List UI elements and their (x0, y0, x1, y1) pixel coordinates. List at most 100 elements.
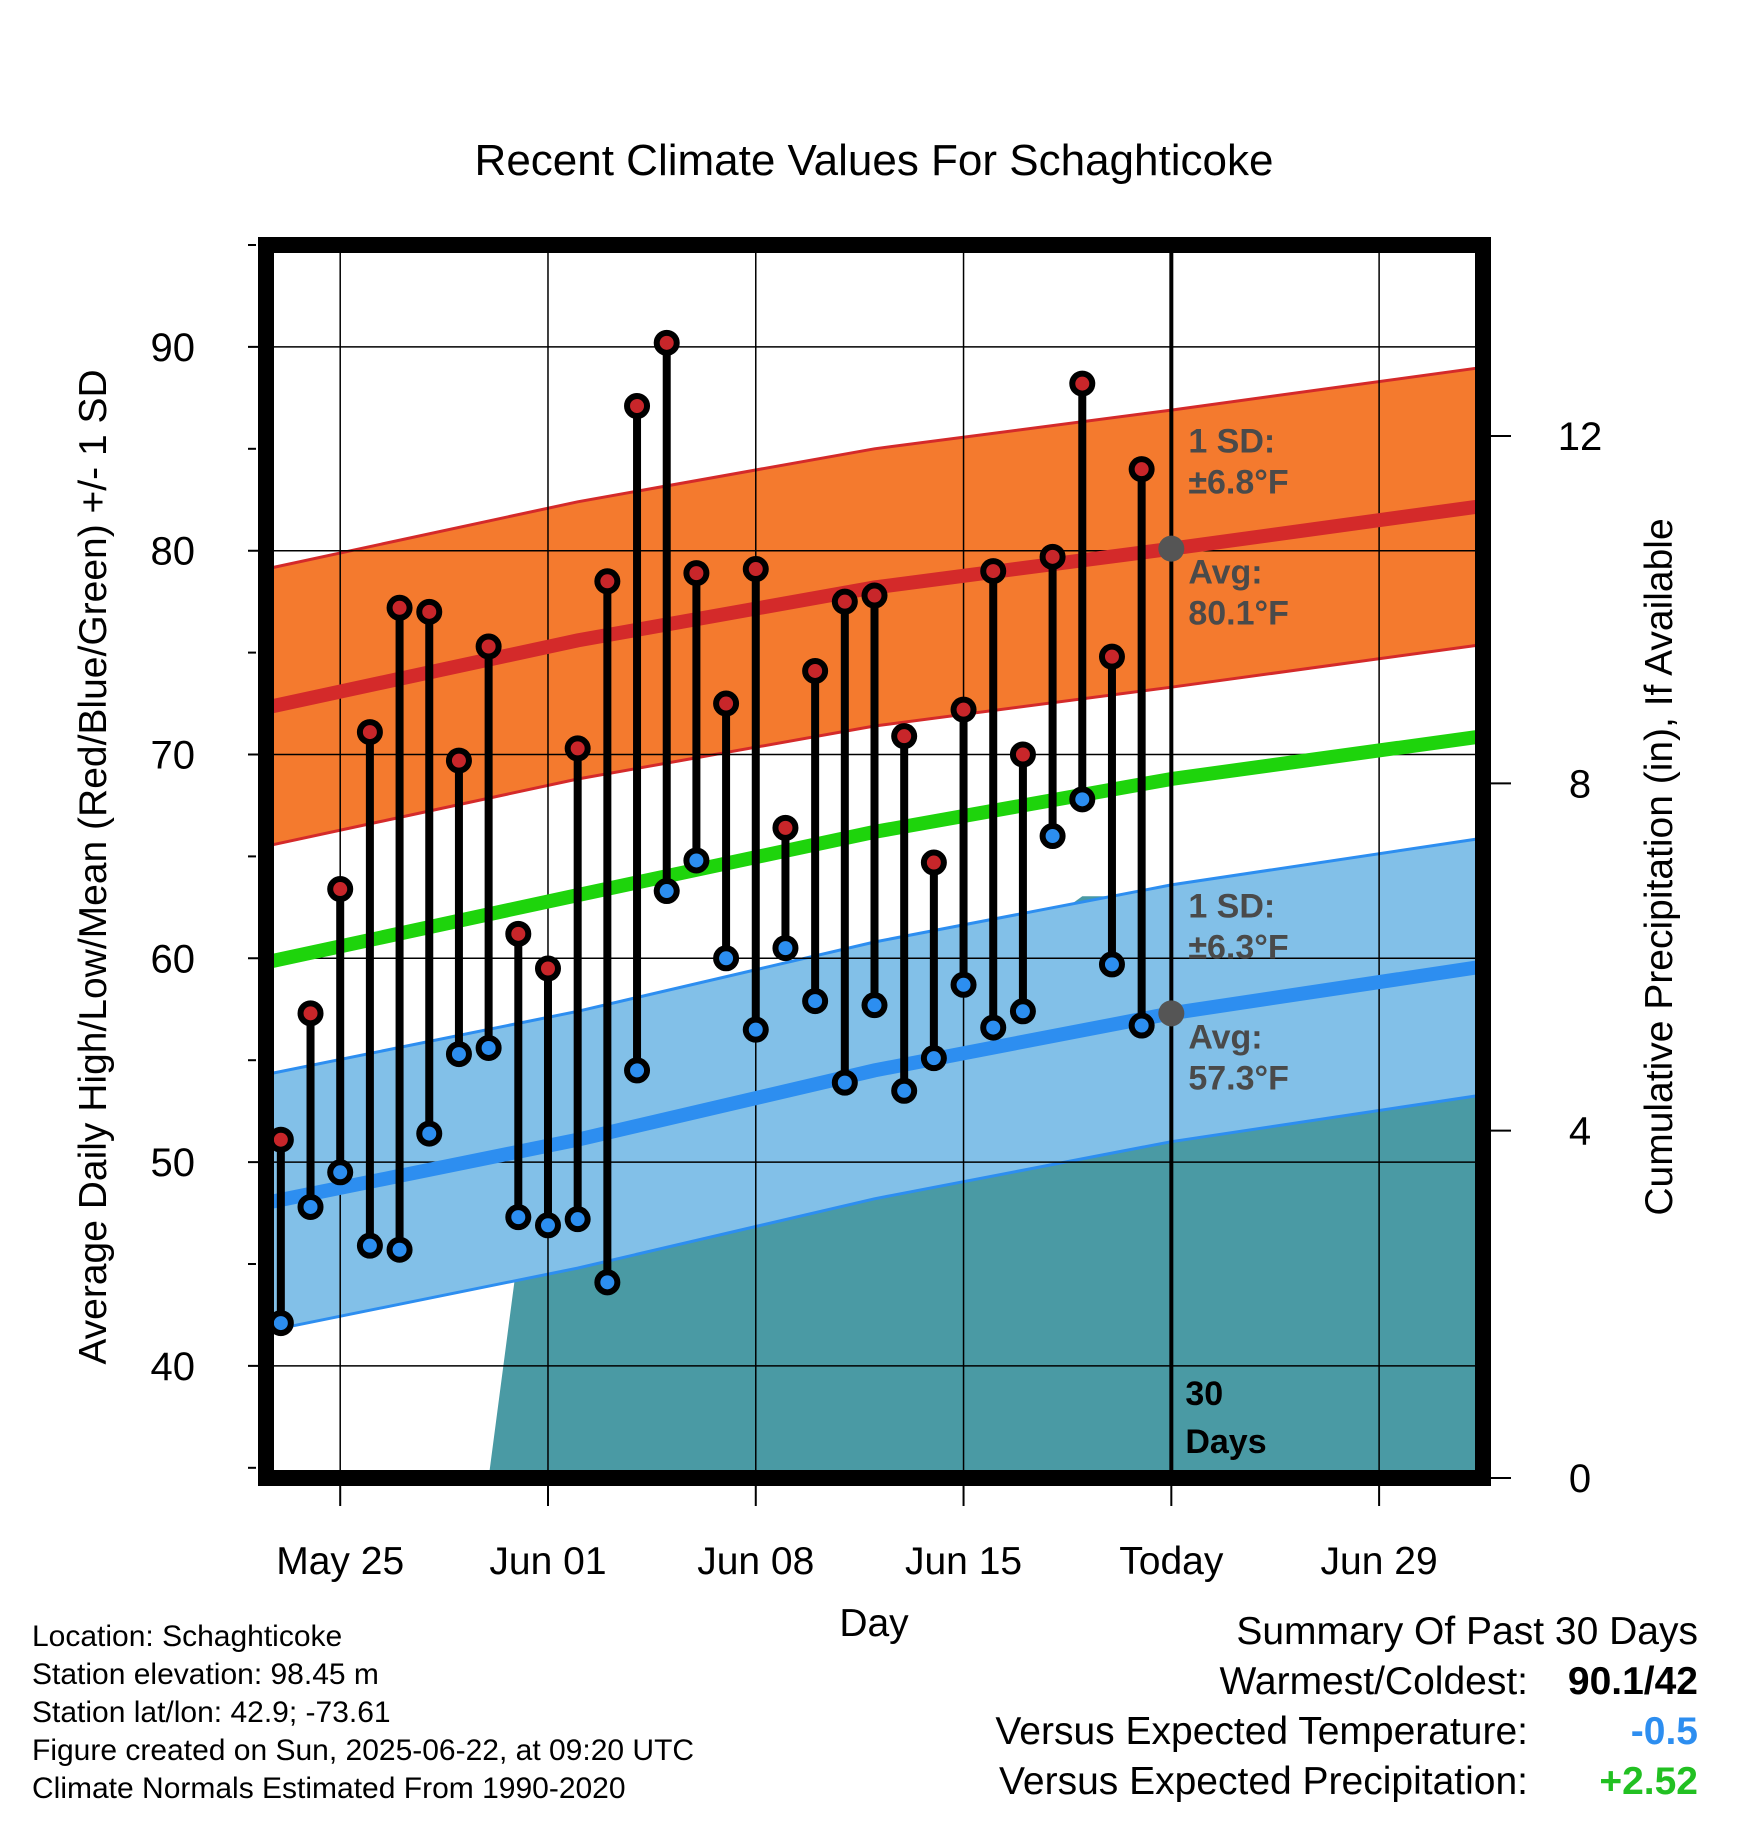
daily-high-point (653, 329, 680, 356)
high-sd-value: ±6.8°F (1188, 464, 1288, 502)
daily-high-point (950, 696, 977, 723)
daily-high-point (534, 955, 561, 982)
daily-high-point (505, 920, 532, 947)
daily-high-point (445, 747, 472, 774)
daily-high-point (1039, 543, 1066, 570)
daily-high-point (1098, 643, 1125, 670)
low-avg-value: 57.3°F (1188, 1059, 1289, 1097)
daily-low-point (920, 1045, 947, 1072)
y2-tick-label: 0 (1569, 1457, 1591, 1501)
x-tick-label: Jun 29 (1321, 1540, 1438, 1583)
x-axis-label: Day (839, 1602, 909, 1645)
y-axis-label: Average Daily High/Low/Mean (Red/Blue/Gr… (72, 369, 115, 1364)
daily-low-point (475, 1034, 502, 1061)
warm-cold-value: 90.1/42 (1567, 1660, 1698, 1703)
daily-low-point (416, 1120, 443, 1147)
daily-high-point (1069, 370, 1096, 397)
daily-low-point (802, 988, 829, 1015)
daily-low-point (772, 935, 799, 962)
daily-low-point (356, 1232, 383, 1259)
daily-low-point (564, 1206, 591, 1233)
daily-low-point (980, 1014, 1007, 1041)
daily-high-point (713, 690, 740, 717)
daily-low-point (950, 971, 977, 998)
elevation-text: Station elevation: 98.45 m (32, 1658, 379, 1691)
daily-low-point (831, 1069, 858, 1096)
temp-value: -0.5 (1630, 1710, 1698, 1753)
daily-high-point (772, 814, 799, 841)
daily-low-point (1098, 951, 1125, 978)
daily-low-point (742, 1016, 769, 1043)
x-tick-label: Jun 01 (489, 1540, 606, 1583)
high-sd-label: 1 SD: (1188, 423, 1275, 461)
daily-low-point (297, 1193, 324, 1220)
low-sd-band (266, 838, 1483, 1332)
daily-low-point (683, 847, 710, 874)
plot-frame (258, 237, 1491, 1486)
daily-high-point (891, 723, 918, 750)
daily-low-point (534, 1212, 561, 1239)
daily-low-point (653, 878, 680, 905)
y2-tick-label: 8 (1569, 762, 1591, 806)
temp-label: Versus Expected Temperature: (995, 1710, 1528, 1753)
daily-high-point (683, 560, 710, 587)
daily-low-point (1039, 823, 1066, 850)
daily-high-point (564, 735, 591, 762)
daily-low-point (1069, 786, 1096, 813)
today-high-normal-marker (1158, 535, 1185, 562)
y2-axis-label: Cumulative Precipitation (in), If Availa… (1638, 518, 1681, 1215)
daily-low-point (861, 992, 888, 1019)
low-sd-value: ±6.3°F (1188, 928, 1288, 966)
daily-high-point (802, 657, 829, 684)
summary-precip: Versus Expected Precipitation: +2.52 (999, 1760, 1698, 1804)
y-tick-label: 50 (151, 1141, 196, 1185)
daily-low-point (891, 1077, 918, 1104)
location-text: Location: Schaghticoke (32, 1620, 343, 1653)
daily-low-point (624, 1057, 651, 1084)
days-count-label: 30 (1185, 1375, 1223, 1413)
low-sd-label: 1 SD: (1188, 887, 1275, 925)
daily-low-point (445, 1041, 472, 1068)
today-low-normal-marker (1158, 1000, 1185, 1027)
daily-low-point (1009, 998, 1036, 1025)
high-avg-label: Avg: (1188, 554, 1262, 592)
precip-label: Versus Expected Precipitation: (999, 1760, 1528, 1803)
daily-high-point (624, 393, 651, 420)
daily-low-point (505, 1204, 532, 1231)
days-word-label: Days (1185, 1423, 1266, 1461)
low-band-lower (265, 1093, 1484, 1333)
daily-high-point (475, 633, 502, 660)
x-tick-label: Jun 08 (697, 1540, 814, 1583)
daily-high-point (297, 1000, 324, 1027)
daily-high-point (356, 719, 383, 746)
x-tick-label: May 25 (276, 1540, 404, 1583)
summary-warm-cold: Warmest/Coldest: 90.1/42 (1220, 1660, 1698, 1704)
daily-high-point (980, 558, 1007, 585)
daily-low-point (594, 1269, 621, 1296)
x-tick-label: Jun 15 (905, 1540, 1022, 1583)
daily-high-point (861, 582, 888, 609)
station-info: Location: Schaghticoke Station elevation… (32, 1618, 694, 1808)
chart-title: Recent Climate Values For Schaghticoke (475, 136, 1274, 185)
y-tick-label: 70 (151, 734, 196, 778)
daily-low-point (386, 1236, 413, 1263)
daily-low-point (713, 945, 740, 972)
summary-temp: Versus Expected Temperature: -0.5 (995, 1710, 1698, 1754)
daily-high-point (416, 598, 443, 625)
daily-low-point (1128, 1012, 1155, 1039)
daily-high-point (1128, 456, 1155, 483)
summary-title: Summary Of Past 30 Days (1236, 1610, 1698, 1653)
high-band-upper (265, 365, 1484, 571)
daily-high-point (386, 594, 413, 621)
daily-high-point (594, 568, 621, 595)
y-tick-label: 40 (151, 1345, 196, 1389)
latlon-text: Station lat/lon: 42.9; -73.61 (32, 1696, 391, 1729)
normals-text: Climate Normals Estimated From 1990-2020 (32, 1772, 626, 1805)
daily-high-point (1009, 741, 1036, 768)
daily-high-point (327, 876, 354, 903)
created-text: Figure created on Sun, 2025-06-22, at 09… (32, 1734, 695, 1767)
low-avg-label: Avg: (1188, 1018, 1262, 1056)
y-tick-label: 90 (151, 326, 196, 370)
x-tick-label: Today (1119, 1540, 1224, 1583)
